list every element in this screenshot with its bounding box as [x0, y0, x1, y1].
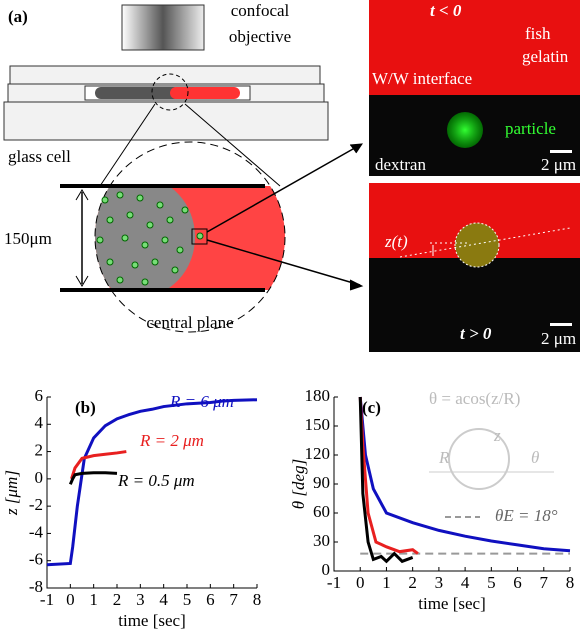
x-tick-label: 6 [513, 573, 522, 592]
y-tick-label: 0 [35, 468, 44, 487]
inset-label: θ [531, 448, 539, 467]
interface-label: W/W interface [372, 69, 472, 88]
formula: θ = acos(z/R) [429, 389, 520, 408]
inset-label: R [438, 448, 450, 467]
phase-label: dextran [375, 155, 426, 174]
phase-label: gelatin [522, 47, 569, 66]
objective-label: objective [229, 27, 291, 46]
y-tick-label: -8 [29, 577, 43, 596]
objective-label: confocal [231, 1, 290, 20]
panel-label: (c) [362, 398, 381, 417]
y-axis-label: z [μm] [2, 470, 21, 516]
x-tick-label: 5 [183, 590, 192, 609]
x-axis-label: time [sec] [418, 594, 486, 613]
y-tick-label: 120 [305, 444, 331, 463]
figure: (a) confocal objective glass cell 150μm … [0, 0, 582, 637]
x-tick-label: 8 [566, 573, 575, 592]
scale-label: 2 μm [541, 155, 576, 174]
objective [122, 5, 204, 50]
x-tick-label: 3 [435, 573, 444, 592]
pointer-head [350, 144, 362, 290]
time-label: t > 0 [460, 324, 492, 343]
x-tick-label: 3 [136, 590, 145, 609]
y-tick-label: 60 [313, 502, 330, 521]
y-tick-label: 30 [313, 531, 330, 550]
panel-label: (a) [8, 7, 28, 26]
y-tick-label: -6 [29, 550, 43, 569]
x-tick-label: 4 [461, 573, 470, 592]
particle-label: particle [505, 119, 556, 138]
panel-label: (b) [75, 398, 96, 417]
reference-label: θE = 18° [495, 506, 558, 525]
x-tick-label: 2 [408, 573, 417, 592]
x-tick-label: 0 [66, 590, 75, 609]
series-label: R = 2 μm [139, 431, 204, 450]
height-label: z(t) [384, 232, 408, 251]
x-tick-label: 2 [113, 590, 122, 609]
x-tick-label: 1 [382, 573, 391, 592]
schematic: (a) confocal objective glass cell 150μm … [4, 1, 362, 332]
y-tick-label: -4 [29, 522, 44, 541]
x-axis-label: time [sec] [118, 611, 186, 630]
x-tick-label: 0 [356, 573, 365, 592]
time-label: t < 0 [430, 1, 462, 20]
x-tick-label: 7 [540, 573, 549, 592]
thickness-label: 150μm [4, 229, 52, 248]
inset-label: z [493, 426, 501, 445]
cell-label: glass cell [8, 147, 71, 166]
x-tick-label: 8 [253, 590, 262, 609]
x-tick-label: 6 [206, 590, 215, 609]
x-tick-label: 7 [229, 590, 238, 609]
gelatin-gray [95, 87, 180, 99]
micrograph-before: t < 0 fish gelatin W/W interface particl… [369, 0, 580, 176]
micrograph-after: z(t) t > 0 2 μm [369, 183, 580, 352]
series-label: R = 6 μm [169, 392, 234, 411]
y-tick-label: 90 [313, 473, 330, 492]
series-label: R = 0.5 μm [117, 471, 195, 490]
x-tick-label: 5 [487, 573, 496, 592]
x-tick-label: 4 [159, 590, 168, 609]
data-line [360, 397, 412, 561]
y-tick-label: 4 [35, 413, 44, 432]
y-tick-label: 2 [35, 440, 44, 459]
phase-label: fish [525, 24, 551, 43]
plane-label: central plane [146, 313, 233, 332]
glass-plate [4, 102, 328, 140]
y-tick-label: 6 [35, 386, 44, 405]
y-tick-label: 180 [305, 386, 331, 405]
y-axis-label: θ [deg] [289, 459, 308, 509]
y-tick-label: -2 [29, 495, 43, 514]
y-tick-label: 150 [305, 415, 331, 434]
gelatin-red [170, 87, 240, 99]
x-tick-label: 1 [89, 590, 98, 609]
data-line [360, 397, 570, 551]
y-tick-label: 0 [322, 560, 331, 579]
data-line [70, 473, 117, 485]
scale-label: 2 μm [541, 329, 576, 348]
